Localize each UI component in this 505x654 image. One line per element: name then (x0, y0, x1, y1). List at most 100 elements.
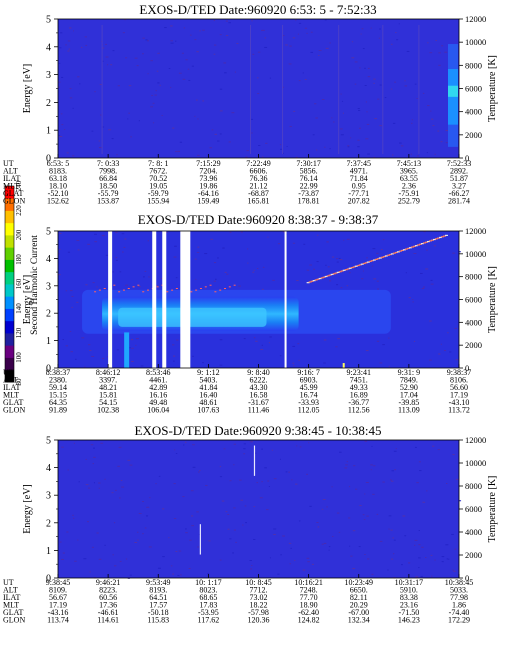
noise-speck (292, 37, 296, 39)
noise-speck (170, 565, 173, 567)
ephem-cell: 165.81 (248, 197, 270, 206)
colorbar-tick-label: 240 (15, 180, 23, 191)
ephem-cell: 83.38 (400, 593, 418, 602)
panel-3: EXOS-D/TED Date:960920 9:38:45 - 10:38:4… (3, 423, 498, 625)
ephem-cell: -39.85 (399, 398, 420, 407)
noise-speck (146, 506, 150, 508)
noise-speck (247, 262, 249, 264)
trace-dot (390, 253, 394, 255)
noise-speck (243, 453, 246, 455)
noise-speck (458, 500, 462, 502)
trace-dot (418, 243, 422, 245)
noise-speck (219, 364, 223, 366)
noise-speck (179, 141, 183, 143)
panels: EXOS-D/TED Date:960920 6:53: 5 - 7:52:33… (3, 2, 498, 625)
trace-dot (156, 286, 159, 288)
noise-speck (123, 19, 127, 21)
noise-speck (434, 153, 436, 155)
noise-speck (323, 339, 327, 341)
noise-speck (79, 83, 81, 85)
noise-speck (170, 42, 174, 44)
noise-speck (134, 57, 138, 59)
ephem-cell: 16.74 (300, 391, 318, 400)
panel-title: EXOS-D/TED Date:960920 6:53: 5 - 7:52:33 (139, 2, 376, 17)
noise-speck (191, 515, 194, 517)
trace-dot (360, 263, 364, 265)
noise-speck (65, 345, 69, 347)
ephem-cell: 70.52 (149, 174, 167, 183)
ephem-cell: 20.29 (350, 601, 368, 610)
ephem-cell: 7:52:33 (447, 159, 471, 168)
noise-speck (102, 358, 105, 360)
noise-speck (422, 501, 426, 503)
noise-speck (346, 285, 349, 287)
ephem-cell: 10:31:17 (395, 578, 423, 587)
ephem-cell: 23.16 (400, 601, 418, 610)
noise-speck (175, 277, 178, 279)
noise-speck (202, 362, 204, 364)
noise-speck (321, 543, 324, 545)
noise-speck (250, 568, 253, 570)
noise-speck (137, 338, 139, 340)
y2-tick-label: 12000 (465, 226, 486, 236)
noise-speck (118, 446, 122, 448)
noise-speck (121, 233, 125, 235)
trace-dot (364, 262, 368, 264)
panel-1: EXOS-D/TED Date:960920 6:53: 5 - 7:52:33… (3, 2, 498, 206)
noise-speck (432, 125, 435, 127)
noise-speck (69, 290, 73, 292)
noise-speck (207, 573, 210, 575)
noise-speck (67, 469, 69, 471)
noise-speck (261, 288, 264, 290)
noise-speck (333, 121, 335, 123)
trace-dot (316, 278, 320, 280)
noise-speck (164, 27, 167, 29)
noise-speck (437, 130, 440, 132)
trace-dot (342, 269, 346, 271)
noise-speck (197, 118, 199, 120)
ephem-cell: -59.79 (148, 189, 169, 198)
noise-speck (196, 511, 199, 513)
ephem-cell: 49.48 (149, 398, 167, 407)
noise-speck (380, 249, 383, 251)
colorbar-segment (5, 198, 14, 211)
noise-speck (162, 508, 165, 510)
ephem-cell: -33.93 (298, 398, 319, 407)
noise-speck (370, 27, 372, 29)
noise-speck (110, 64, 113, 66)
noise-speck (426, 490, 428, 492)
noise-speck (453, 570, 456, 572)
noise-speck (71, 295, 74, 297)
ephem-cell: 18.90 (300, 601, 318, 610)
ephem-cell: 153.87 (97, 197, 119, 206)
noise-speck (324, 146, 326, 148)
noise-speck (135, 344, 137, 346)
noise-speck (213, 262, 217, 264)
trace-dot (312, 280, 316, 282)
noise-speck (105, 254, 109, 256)
colorbar-segment (5, 259, 14, 273)
noise-speck (61, 558, 64, 560)
noise-speck (189, 34, 192, 36)
noise-speck (384, 97, 387, 99)
trace-dot (122, 289, 125, 291)
noise-speck (332, 535, 334, 537)
noise-speck (342, 112, 345, 114)
noise-speck (194, 39, 197, 41)
noise-speck (253, 269, 255, 271)
ephem-cell: 3.27 (452, 182, 466, 191)
noise-speck (264, 467, 267, 469)
noise-speck (144, 527, 147, 529)
ephem-cell: 77.98 (450, 593, 468, 602)
ephem-cell: 7:45:13 (397, 159, 421, 168)
noise-speck (225, 20, 228, 22)
noise-speck (192, 444, 195, 446)
noise-speck (85, 458, 87, 460)
noise-speck (316, 234, 319, 236)
noise-speck (323, 362, 326, 364)
noise-speck (390, 43, 393, 45)
noise-speck (361, 278, 364, 280)
noise-speck (157, 82, 160, 84)
trace-dot (422, 242, 426, 244)
ephem-cell: 115.83 (147, 616, 169, 625)
